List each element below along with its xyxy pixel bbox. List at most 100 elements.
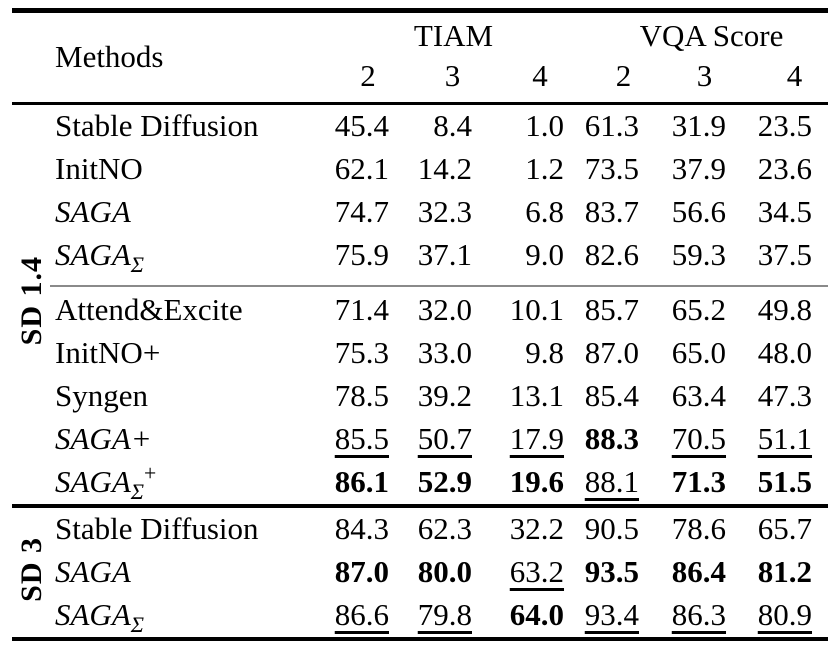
table-row: SD 1.4 Stable Diffusion 45.4 8.4 1.0 61.3 31.9…: [12, 104, 828, 346]
value-cell: 52.9: [398, 461, 481, 506]
value: 86.6: [334, 597, 389, 633]
value: 86.3: [671, 597, 727, 633]
method-subscript: Σ: [130, 612, 145, 638]
model-group: SD 1.4 Stable Diffusion 45.4 8.4 1.0 61.3 31.9…: [12, 104, 829, 507]
value: 17.9: [509, 421, 565, 457]
value-cell: 6.8: [481, 191, 573, 234]
table-row: InitNO 62.1 14.2 1.2 73.5 37.9 23.6: [12, 148, 828, 191]
value: 50.7: [417, 421, 472, 457]
value-cell: 87.0: [573, 332, 648, 375]
table-row: SAGAΣ 86.6 79.8 64.0 93.4 86.3 80.9: [12, 594, 828, 639]
method-label: SAGA: [55, 194, 131, 230]
value-cell: 85.5: [312, 418, 398, 461]
method-subscript: Σ: [130, 252, 145, 278]
value: 23.5: [757, 108, 813, 144]
value: 34.5: [757, 194, 813, 230]
value: 51.1: [757, 421, 813, 457]
value-cell: 32.0: [398, 289, 481, 332]
method-label: SAGA: [55, 237, 131, 273]
method-label: Syngen: [55, 378, 148, 414]
value: 84.3: [334, 511, 389, 547]
table-row: SAGAΣ+ 86.1 52.9 19.6 88.1 71.3 51.5: [12, 461, 828, 506]
method-cell: SAGAΣ+: [50, 461, 312, 506]
value: 8.4: [433, 108, 472, 144]
method-cell: SAGAΣ: [50, 234, 312, 277]
value: 63.4: [671, 378, 727, 414]
value: 52.9: [417, 464, 472, 500]
table-row: SAGA 74.7 32.3 6.8 83.7 56.6 34.5: [12, 191, 828, 234]
method-label: SAGA: [55, 464, 131, 500]
method-label: InitNO: [55, 151, 143, 187]
value: 86.1: [334, 464, 389, 500]
value-cell: 9.8: [481, 332, 573, 375]
value: 83.7: [584, 194, 640, 230]
value: 39.2: [417, 378, 472, 414]
table-row: Syngen 78.5 39.2 13.1 85.4 63.4 47.3: [12, 375, 828, 418]
value-cell: 83.7: [573, 191, 648, 234]
divider-rule: [50, 284, 829, 287]
value: 78.5: [334, 378, 389, 414]
method-cell: SAGAΣ: [50, 594, 312, 639]
value-cell: 13.1: [481, 375, 573, 418]
value: 32.3: [417, 194, 472, 230]
vqa-col-4-header: 4: [786, 58, 803, 93]
value: 82.6: [584, 237, 640, 273]
value-cell: 63.4: [648, 375, 735, 418]
value-cell: 63.2: [481, 551, 573, 594]
value: 19.6: [509, 464, 565, 500]
value-cell: 34.5: [735, 191, 828, 234]
table-row: Attend&Excite 71.4 32.0 10.1 85.7 65.2 49.8: [12, 289, 828, 332]
value: 37.9: [671, 151, 727, 187]
value-cell: 78.5: [312, 375, 398, 418]
value: 62.1: [334, 151, 389, 187]
value: 80.9: [757, 597, 813, 633]
value-cell: 86.6: [312, 594, 398, 639]
value-cell: 80.9: [735, 594, 828, 639]
value-cell: 50.7: [398, 418, 481, 461]
value: 33.0: [417, 335, 472, 371]
value-cell: 82.6: [573, 234, 648, 277]
value-cell: 32.3: [398, 191, 481, 234]
method-cell: Syngen: [50, 375, 312, 418]
value-cell: 84.3: [312, 506, 398, 551]
value: 65.7: [757, 511, 813, 547]
value: 6.8: [525, 194, 565, 230]
value: 85.7: [584, 292, 640, 328]
tiam-group-header: TIAM: [413, 17, 494, 53]
value-cell: 37.1: [398, 234, 481, 277]
value-cell: 33.0: [398, 332, 481, 375]
table-row: InitNO+ 75.3 33.0 9.8 87.0 65.0 48.0: [12, 332, 828, 375]
value: 14.2: [417, 151, 472, 187]
value: 71.3: [671, 464, 727, 500]
value-cell: 56.6: [648, 191, 735, 234]
value: 37.1: [417, 237, 472, 273]
value: 93.5: [584, 554, 640, 590]
table-row: SAGA+ 85.5 50.7 17.9 88.3 70.5 51.1: [12, 418, 828, 461]
value: 70.5: [671, 421, 727, 457]
value-cell: 51.1: [735, 418, 828, 461]
value-cell: 65.0: [648, 332, 735, 375]
value-cell: 23.5: [735, 104, 828, 149]
method-label: Stable Diffusion: [55, 511, 259, 547]
value-cell: 39.2: [398, 375, 481, 418]
method-cell: InitNO+: [50, 332, 312, 375]
value-cell: 73.5: [573, 148, 648, 191]
group-label: SD 1.4: [14, 256, 48, 346]
value: 47.3: [757, 378, 813, 414]
value-cell: 81.2: [735, 551, 828, 594]
value: 51.5: [757, 464, 813, 500]
value-cell: 10.1: [481, 289, 573, 332]
value-cell: 45.4: [312, 104, 398, 149]
value-cell: 23.6: [735, 148, 828, 191]
value-cell: 62.1: [312, 148, 398, 191]
value: 49.8: [757, 292, 813, 328]
value-cell: 65.7: [735, 506, 828, 551]
value: 1.2: [525, 151, 565, 187]
value-cell: 86.4: [648, 551, 735, 594]
value-cell: 79.8: [398, 594, 481, 639]
value: 31.9: [671, 108, 727, 144]
value: 71.4: [334, 292, 389, 328]
value-cell: 48.0: [735, 332, 828, 375]
value: 23.6: [757, 151, 813, 187]
value: 75.3: [334, 335, 389, 371]
